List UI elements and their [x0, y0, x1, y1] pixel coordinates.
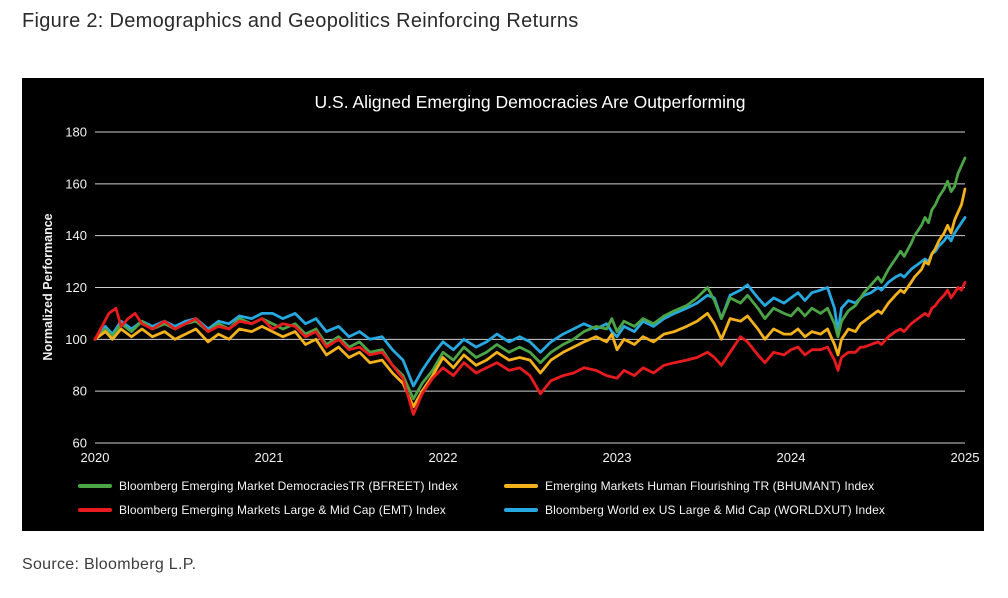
legend-item-bfreet: Bloomberg Emerging Market DemocraciesTR … — [78, 479, 504, 493]
x-tick-label: 2023 — [603, 450, 632, 465]
x-tick-label: 2024 — [777, 450, 806, 465]
legend-item-worldxut: Bloomberg World ex US Large & Mid Cap (W… — [504, 503, 968, 517]
legend-label-bhumant: Emerging Markets Human Flourishing TR (B… — [545, 479, 875, 493]
x-tick-label: 2025 — [951, 450, 980, 465]
series-line-bhumant — [93, 187, 967, 409]
legend-swatch-emt — [78, 508, 112, 512]
source-note: Source: Bloomberg L.P. — [22, 556, 197, 573]
y-tick-label: 80 — [73, 384, 87, 399]
chart-panel: U.S. Aligned Emerging Democracies Are Ou… — [22, 78, 984, 531]
legend-item-emt: Bloomberg Emerging Markets Large & Mid C… — [78, 503, 504, 517]
x-tick-label: 2020 — [81, 450, 110, 465]
figure-title: Figure 2: Demographics and Geopolitics R… — [22, 10, 579, 32]
y-tick-label: 60 — [73, 436, 87, 451]
legend-label-worldxut: Bloomberg World ex US Large & Mid Cap (W… — [545, 503, 885, 517]
y-tick-label: 120 — [65, 280, 87, 295]
series-line-worldxut — [93, 216, 967, 388]
y-tick-label: 180 — [65, 125, 87, 140]
legend-item-bhumant: Emerging Markets Human Flourishing TR (B… — [504, 479, 968, 493]
performance-line-chart: U.S. Aligned Emerging Democracies Are Ou… — [41, 92, 980, 465]
legend-label-emt: Bloomberg Emerging Markets Large & Mid C… — [119, 503, 446, 517]
legend-label-bfreet: Bloomberg Emerging Market DemocraciesTR … — [119, 479, 458, 493]
legend-swatch-bhumant — [504, 484, 538, 488]
series-line-emt — [93, 280, 967, 416]
y-tick-label: 160 — [65, 176, 87, 191]
y-tick-label: 140 — [65, 228, 87, 243]
legend-swatch-bfreet — [78, 484, 112, 488]
chart-title: U.S. Aligned Emerging Democracies Are Ou… — [315, 92, 746, 112]
x-tick-label: 2022 — [429, 450, 458, 465]
x-tick-label: 2021 — [255, 450, 284, 465]
y-axis-label: Normalized Performance — [41, 213, 55, 360]
series-line-bfreet — [93, 156, 967, 401]
chart-legend: Bloomberg Emerging Market DemocraciesTR … — [78, 474, 968, 522]
y-tick-label: 100 — [65, 332, 87, 347]
legend-swatch-worldxut — [504, 508, 538, 512]
